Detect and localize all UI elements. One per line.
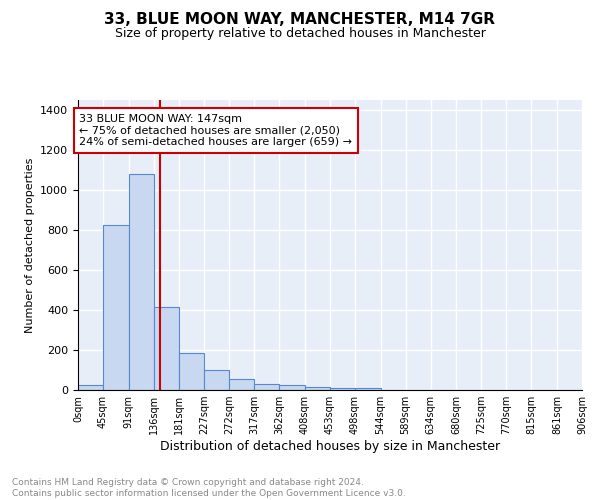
Bar	[128, 174, 154, 390]
Bar	[179, 353, 204, 390]
Bar	[330, 388, 355, 390]
Bar	[103, 225, 128, 390]
Bar	[355, 388, 380, 390]
Bar	[254, 384, 280, 390]
Text: 33 BLUE MOON WAY: 147sqm
← 75% of detached houses are smaller (2,050)
24% of sem: 33 BLUE MOON WAY: 147sqm ← 75% of detach…	[79, 114, 352, 147]
Bar	[305, 387, 330, 390]
Bar	[280, 385, 305, 390]
Text: 33, BLUE MOON WAY, MANCHESTER, M14 7GR: 33, BLUE MOON WAY, MANCHESTER, M14 7GR	[104, 12, 496, 28]
Bar	[78, 385, 103, 390]
Bar	[154, 307, 179, 390]
X-axis label: Distribution of detached houses by size in Manchester: Distribution of detached houses by size …	[160, 440, 500, 453]
Bar	[229, 378, 254, 390]
Text: Size of property relative to detached houses in Manchester: Size of property relative to detached ho…	[115, 28, 485, 40]
Text: Contains HM Land Registry data © Crown copyright and database right 2024.
Contai: Contains HM Land Registry data © Crown c…	[12, 478, 406, 498]
Y-axis label: Number of detached properties: Number of detached properties	[25, 158, 35, 332]
Bar	[204, 370, 229, 390]
